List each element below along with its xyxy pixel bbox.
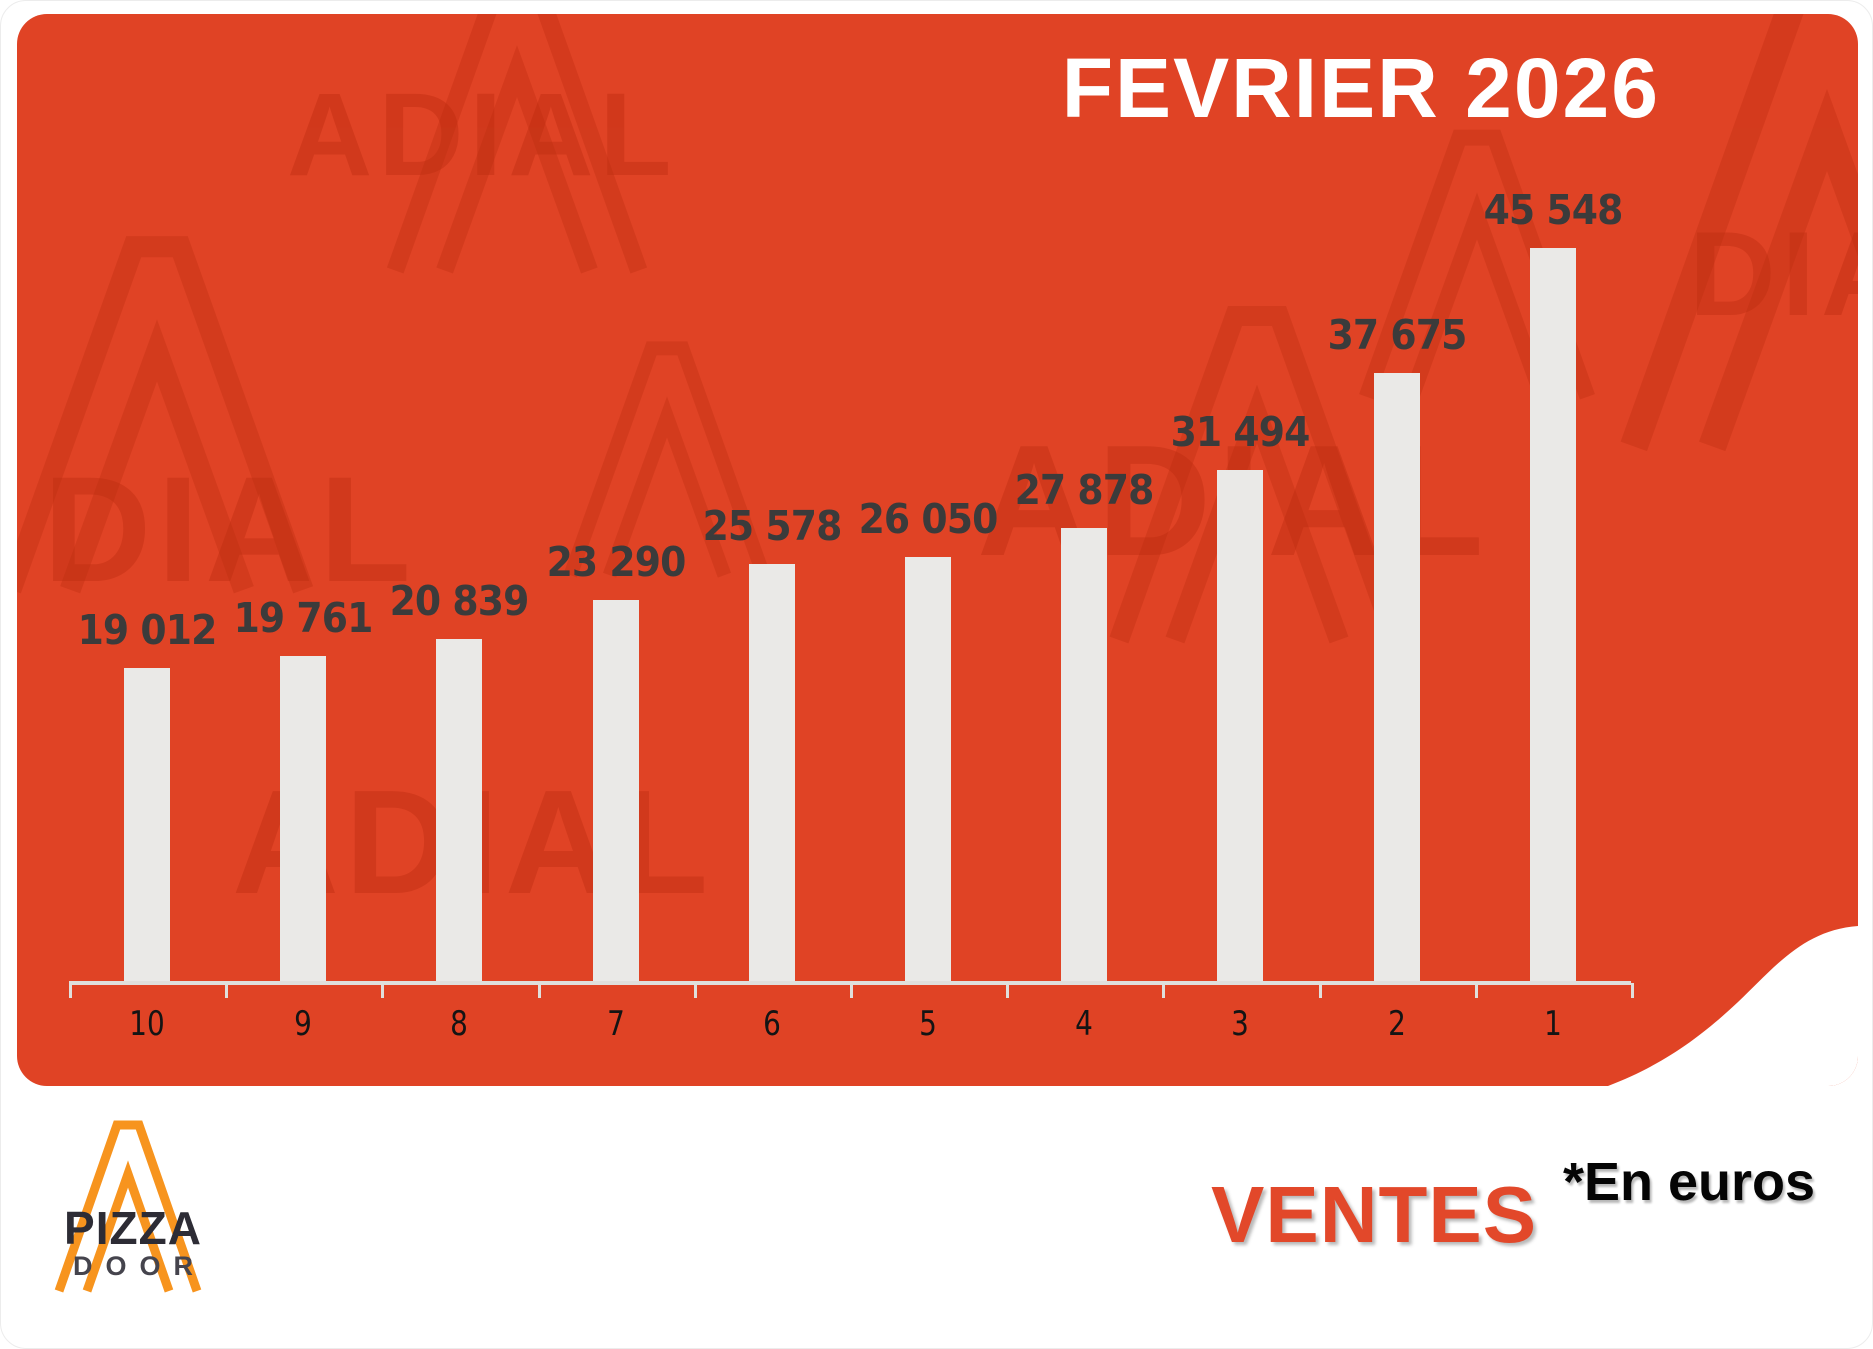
bar (592, 600, 639, 981)
x-axis-tick (537, 983, 541, 998)
axis-category-label: 8 (450, 1004, 469, 1044)
axis-category-label: 4 (1075, 1004, 1094, 1044)
axis-category-label: 10 (129, 1004, 165, 1044)
x-axis-tick (693, 983, 697, 998)
x-axis-tick (381, 983, 385, 998)
bar (1061, 528, 1108, 981)
axis-category-label: 5 (919, 1004, 937, 1044)
x-axis-tick (1318, 983, 1322, 998)
axis-category-label: 7 (606, 1004, 625, 1044)
footer-caption: VENTES *En euros (1211, 1151, 1871, 1291)
chart-panel: ADIAL DIAL ADIAL ADIAL DIAL FEVRIER 2026… (17, 14, 1858, 1086)
x-axis-tick (225, 983, 229, 998)
logo-text-pizza: PIZZA (64, 1202, 202, 1254)
axis-category-label: 3 (1231, 1004, 1250, 1044)
x-axis-tick (69, 983, 72, 998)
bar (1217, 470, 1264, 981)
x-axis-tick (1474, 983, 1478, 998)
bar-value-label: 31 494 (1170, 408, 1311, 456)
bar (1373, 373, 1420, 981)
bar (124, 668, 170, 981)
x-axis-tick (1162, 983, 1166, 998)
bar (280, 656, 327, 981)
bar-value-label: 20 839 (389, 577, 530, 625)
series-title: VENTES (1211, 1170, 1538, 1259)
bar (1529, 248, 1576, 981)
x-axis-tick (1631, 983, 1634, 998)
bar (905, 557, 951, 981)
logo-a-icon (54, 1120, 202, 1293)
logo-text-door: DOOR (73, 1251, 206, 1281)
axis-category-label: 1 (1543, 1004, 1562, 1044)
bar (436, 639, 483, 981)
axis-category-label: 2 (1387, 1004, 1406, 1044)
x-axis-tick (1006, 983, 1010, 998)
bar-value-label: 26 050 (858, 495, 999, 543)
bar-value-label: 37 675 (1327, 311, 1467, 359)
bar-value-label: 45 548 (1483, 186, 1623, 234)
bar-value-label: 19 012 (77, 606, 218, 654)
pizza-door-logo: PIZZA DOOR (53, 1119, 223, 1309)
chart-title: FEVRIER 2026 (1061, 41, 1660, 135)
panel-corner-curve (1608, 926, 1858, 1086)
axis-category-label: 9 (294, 1004, 313, 1044)
bar (748, 564, 795, 981)
bar-value-label: 27 878 (1014, 466, 1155, 514)
bar-value-label: 25 578 (702, 502, 842, 550)
axis-category-label: 6 (762, 1004, 781, 1044)
bar-value-label: 19 761 (233, 594, 374, 642)
x-axis-tick (850, 983, 853, 998)
bar-chart: 19 012 10 19 761 9 20 839 8 23 290 7 25 578 6 26 0… (17, 14, 1858, 1086)
bar-value-label: 23 290 (546, 538, 686, 586)
unit-note: *En euros (1563, 1152, 1816, 1212)
